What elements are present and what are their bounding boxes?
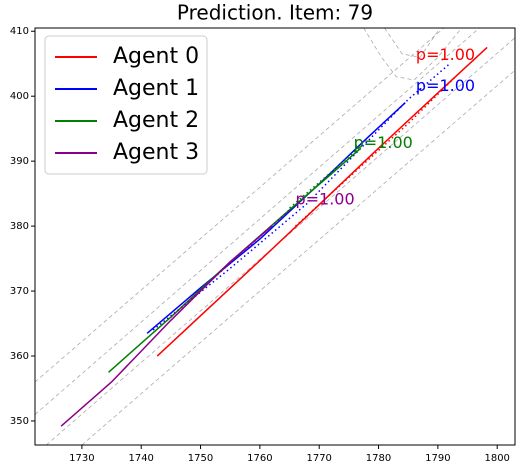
x-tick-label: 1780 — [366, 453, 391, 464]
x-tick-label: 1770 — [306, 453, 331, 464]
prediction — [294, 76, 457, 227]
y-tick-label: 350 — [10, 416, 29, 427]
annotation: p=1.00 — [416, 76, 475, 95]
legend: Agent 0 Agent 1 Agent 2 Agent 3 — [44, 35, 208, 175]
annotation: p=1.00 — [354, 133, 413, 152]
chart-title: Prediction. Item: 79 — [177, 1, 373, 25]
map-line — [35, 28, 480, 415]
legend-label: Agent 0 — [113, 44, 199, 69]
x-tick-label: 1790 — [425, 453, 450, 464]
map-line — [384, 28, 439, 58]
legend-label: Agent 1 — [113, 76, 199, 101]
y-tick-label: 410 — [10, 26, 29, 37]
legend-box — [44, 35, 208, 175]
prediction — [289, 145, 362, 209]
y-tick-label: 390 — [10, 156, 29, 167]
plot-frame — [34, 27, 516, 446]
x-tick-label: 1760 — [247, 453, 272, 464]
y-tick-label: 370 — [10, 286, 29, 297]
legend-label: Agent 3 — [113, 140, 199, 165]
x-tick-label: 1730 — [69, 453, 94, 464]
y-tick-label: 380 — [10, 221, 29, 232]
map-line — [81, 69, 515, 445]
legend-label: Agent 2 — [113, 108, 199, 133]
plot: p=1.00 p=1.00 p=1.00 p=1.00 — [35, 28, 515, 445]
x-tick-label: 1740 — [128, 453, 153, 464]
y-tick-label: 360 — [10, 351, 29, 362]
y-tick-label: 400 — [10, 91, 29, 102]
x-tick-label: 1750 — [188, 453, 213, 464]
x-tick-label: 1800 — [484, 453, 509, 464]
trajectory — [146, 102, 406, 334]
annotation: p=1.00 — [416, 45, 475, 64]
annotation: p=1.00 — [295, 190, 354, 209]
map-line — [363, 28, 462, 81]
map-line — [35, 28, 445, 383]
